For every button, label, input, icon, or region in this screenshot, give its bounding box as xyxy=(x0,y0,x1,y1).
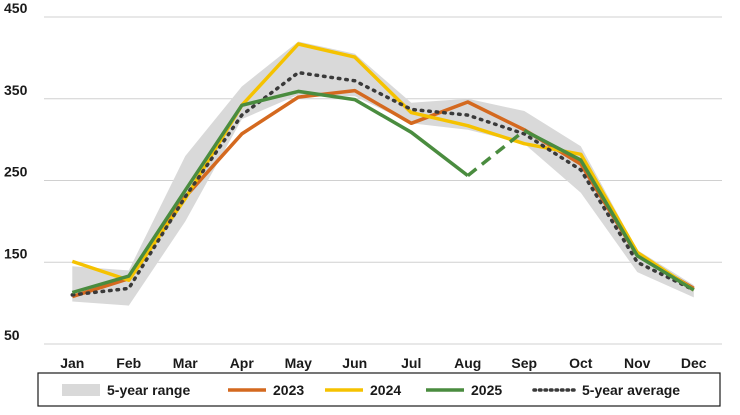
x-tick-label-may: May xyxy=(285,355,312,371)
x-tick-label-mar: Mar xyxy=(173,355,198,371)
x-tick-label-jul: Jul xyxy=(401,355,421,371)
legend-swatch-range xyxy=(62,384,100,396)
x-tick-label-dec: Dec xyxy=(681,355,707,371)
x-tick-label-aug: Aug xyxy=(454,355,481,371)
x-tick-label-apr: Apr xyxy=(230,355,255,371)
y-tick-label-350: 350 xyxy=(4,82,28,98)
series-line-2024 xyxy=(71,42,695,292)
x-tick-label-nov: Nov xyxy=(624,355,651,371)
y-tick-label-450: 450 xyxy=(4,0,28,16)
x-tick-label-jan: Jan xyxy=(60,355,84,371)
range-band-group xyxy=(72,41,694,306)
x-axis: Jan Feb Mar Apr May Jun Jul Aug Sep Oct Nov Dec xyxy=(60,355,707,371)
y-tick-label-150: 150 xyxy=(4,245,28,261)
x-tick-label-feb: Feb xyxy=(116,355,141,371)
x-tick-label-oct: Oct xyxy=(569,355,593,371)
series-lines xyxy=(70,42,696,299)
y-tick-label-50: 50 xyxy=(4,327,20,343)
x-tick-label-jun: Jun xyxy=(342,355,367,371)
legend: 5-year range 2023 2024 2025 5-year avera… xyxy=(37,372,721,407)
series-line-2025 xyxy=(71,89,469,295)
range-band xyxy=(72,41,694,306)
series-line-2025-continued xyxy=(523,129,695,292)
legend-label-5-year-average: 5-year average xyxy=(582,382,680,398)
legend-label-2023: 2023 xyxy=(273,382,304,398)
grid-lines xyxy=(44,16,722,345)
y-axis: 50 150 250 350 450 xyxy=(4,0,28,343)
x-tick-label-sep: Sep xyxy=(511,355,537,371)
series-line-2025-dashed-segment xyxy=(466,129,526,177)
legend-label-2024: 2024 xyxy=(370,382,401,398)
legend-label-range: 5-year range xyxy=(107,382,190,398)
legend-label-2025: 2025 xyxy=(471,382,502,398)
y-tick-label-250: 250 xyxy=(4,164,28,180)
legend-box xyxy=(37,372,721,407)
